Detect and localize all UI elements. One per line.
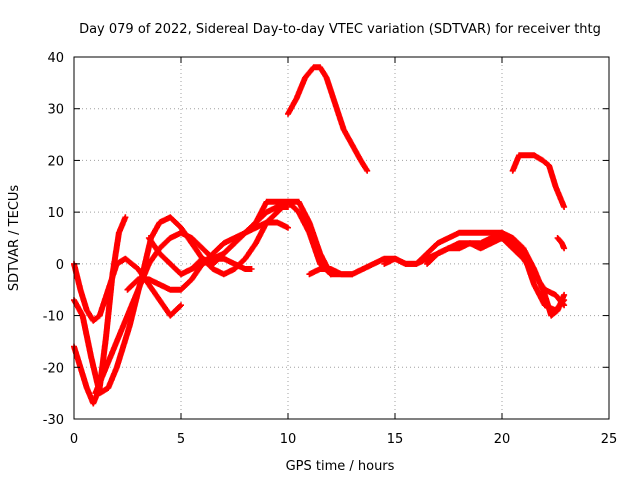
data-point-markers [285, 64, 371, 174]
x-tick-label: 10 [280, 432, 297, 447]
x-tick-label: 5 [177, 432, 185, 447]
y-tick-label: -30 [43, 413, 64, 428]
y-tick-label: -20 [43, 361, 64, 376]
y-tick-label: 20 [47, 154, 64, 169]
y-axis-label: SDTVAR / TECUs [7, 185, 22, 292]
data-point-markers [554, 235, 568, 252]
series-track-k [424, 235, 568, 309]
x-tick-label: 20 [494, 432, 511, 447]
axis-ticks: 0 5 10 15 20 25 -30 -20 -10 0 10 20 30 40 [43, 51, 618, 447]
y-tick-label: 40 [47, 51, 64, 66]
x-tick-label: 15 [387, 432, 404, 447]
data-point-markers [424, 235, 568, 309]
data-marks [71, 64, 568, 407]
plot-frame [73, 56, 610, 420]
chart-title: Day 079 of 2022, Sidereal Day-to-day VTE… [79, 22, 601, 37]
series-track-m [554, 235, 568, 252]
x-axis-label: GPS time / hours [286, 459, 395, 474]
series-track-g [188, 255, 255, 272]
grid [74, 57, 609, 419]
data-point-markers [188, 255, 255, 272]
series-track-h [285, 64, 371, 174]
data-point-markers [509, 152, 568, 210]
y-tick-label: -10 [43, 310, 64, 325]
x-tick-label: 25 [601, 432, 618, 447]
y-tick-label: 0 [56, 258, 64, 273]
y-tick-label: 30 [47, 103, 64, 118]
series-track-l [509, 152, 568, 210]
x-tick-label: 0 [70, 432, 78, 447]
y-tick-label: 10 [47, 206, 64, 221]
